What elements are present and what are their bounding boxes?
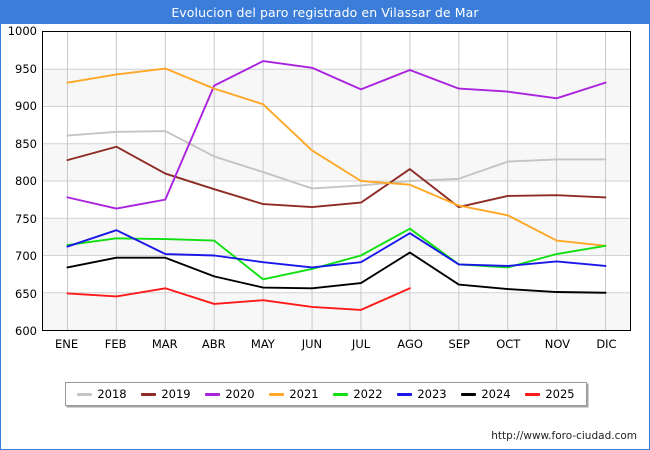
legend-item-label: 2018 bbox=[97, 387, 127, 401]
x-axis-tick-nov: NOV bbox=[544, 337, 571, 351]
plot-area bbox=[42, 31, 631, 331]
legend-item-2022[interactable]: 2022 bbox=[333, 387, 383, 401]
x-axis-tick-feb: FEB bbox=[104, 337, 127, 351]
y-axis-tick-650: 650 bbox=[15, 286, 37, 301]
y-axis-tick-700: 700 bbox=[15, 249, 37, 263]
legend-item-2025[interactable]: 2025 bbox=[525, 387, 575, 401]
legend-color-swatch-icon bbox=[397, 392, 413, 396]
legend-color-swatch-icon bbox=[525, 392, 541, 396]
legend-item-2023[interactable]: 2023 bbox=[397, 387, 447, 401]
window-title-bar: Evolucion del paro registrado en Vilassa… bbox=[1, 1, 649, 24]
chart-legend: 2018 2019 2020 2021 2022 2023 2024 2025 bbox=[65, 382, 587, 406]
x-axis-tick-mar: MAR bbox=[151, 337, 178, 351]
legend-item-label: 2025 bbox=[545, 387, 575, 401]
legend-color-swatch-icon bbox=[461, 392, 477, 396]
x-axis-tick-abr: ABR bbox=[201, 337, 226, 351]
y-axis-tick-750: 750 bbox=[15, 211, 37, 226]
legend-item-2019[interactable]: 2019 bbox=[141, 387, 191, 401]
legend-color-swatch-icon bbox=[77, 392, 93, 396]
legend-item-label: 2023 bbox=[417, 387, 447, 401]
legend-item-label: 2021 bbox=[289, 387, 319, 401]
legend-item-label: 2024 bbox=[481, 387, 511, 401]
legend-color-swatch-icon bbox=[269, 392, 285, 396]
y-axis-tick-600: 600 bbox=[15, 324, 37, 338]
legend-color-swatch-icon bbox=[205, 392, 221, 396]
source-url: http://www.foro-ciudad.com bbox=[491, 430, 637, 442]
legend-item-2020[interactable]: 2020 bbox=[205, 387, 255, 401]
legend-item-label: 2022 bbox=[353, 387, 383, 401]
y-axis-tick-950: 950 bbox=[15, 61, 37, 76]
legend-item-2024[interactable]: 2024 bbox=[461, 387, 511, 401]
legend-item-2018[interactable]: 2018 bbox=[77, 387, 127, 401]
legend-item-label: 2020 bbox=[225, 387, 255, 401]
y-axis-tick-900: 900 bbox=[15, 99, 37, 113]
legend-color-swatch-icon bbox=[333, 392, 349, 396]
legend-color-swatch-icon bbox=[141, 392, 157, 396]
x-axis-tick-ago: AGO bbox=[397, 337, 423, 351]
x-axis-tick-jul: JUL bbox=[351, 337, 371, 351]
y-axis-tick-850: 850 bbox=[15, 136, 37, 151]
chart-canvas bbox=[43, 32, 630, 330]
x-axis-tick-ene: ENE bbox=[54, 337, 79, 351]
x-axis-tick-jun: JUN bbox=[301, 337, 323, 351]
x-axis-tick-may: MAY bbox=[250, 337, 275, 351]
x-axis-tick-sep: SEP bbox=[448, 337, 470, 351]
x-axis-tick-dic: DIC bbox=[596, 337, 617, 351]
y-axis-tick-800: 800 bbox=[15, 174, 37, 188]
legend-item-2021[interactable]: 2021 bbox=[269, 387, 319, 401]
y-axis-tick-1000: 1000 bbox=[7, 24, 37, 38]
legend-item-label: 2019 bbox=[161, 387, 191, 401]
page-title: Evolucion del paro registrado en Vilassa… bbox=[171, 5, 479, 20]
x-axis-tick-oct: OCT bbox=[496, 337, 521, 351]
